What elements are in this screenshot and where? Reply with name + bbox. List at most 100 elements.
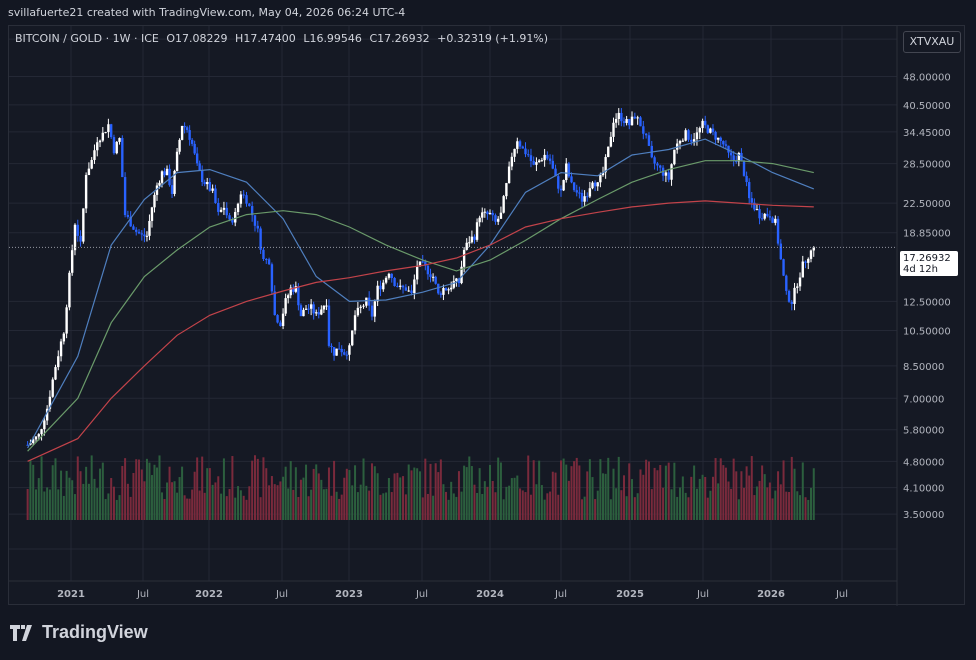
x-tick-label: 2026 (757, 589, 785, 600)
volume-bar (299, 479, 302, 520)
volume-bar (810, 487, 813, 520)
candle-body (452, 281, 455, 288)
volume-bar (560, 460, 562, 520)
volume-bar (604, 473, 607, 520)
candle-body (353, 315, 357, 331)
candle-body (348, 345, 351, 355)
volume-bar (510, 478, 513, 520)
volume-bar (168, 466, 171, 520)
candle-body (429, 274, 432, 277)
volume-bar (245, 499, 248, 520)
candle-body (442, 288, 445, 295)
y-tick-label: 22.50000 (903, 199, 951, 210)
volume-bar (173, 481, 176, 520)
candle-body (57, 356, 60, 368)
candle-body (234, 212, 237, 223)
candle-body (115, 141, 118, 154)
volume-bar (719, 458, 722, 520)
volume-bar (804, 497, 807, 520)
volume-bar (763, 474, 766, 520)
volume-bar (470, 466, 473, 520)
volume-bar (679, 487, 682, 520)
volume-bar (129, 496, 132, 520)
volume-bar (743, 487, 746, 520)
candle-body (173, 170, 176, 194)
volume-bar (90, 455, 93, 520)
candle-body (727, 145, 730, 153)
candle-body (327, 305, 331, 346)
candle-body (384, 277, 388, 283)
candle-body (502, 196, 505, 213)
tradingview-logo[interactable]: TradingView (10, 622, 148, 643)
candle-body (546, 154, 549, 159)
candle-body (698, 128, 701, 133)
volume-bar (543, 499, 546, 520)
candle-body (614, 118, 618, 123)
candle-body (155, 185, 159, 195)
candle-body (483, 211, 487, 213)
candle-body (807, 258, 810, 263)
volume-bar (354, 465, 357, 520)
volume-bar (774, 490, 777, 520)
candle-body (219, 209, 223, 212)
volume-bar (735, 471, 738, 520)
candle-body (123, 177, 127, 216)
volume-bar (32, 464, 35, 520)
volume-bar (667, 462, 670, 520)
candle-body (62, 333, 66, 342)
volume-bar (656, 470, 659, 520)
candle-body (150, 207, 154, 221)
candle-body (524, 148, 527, 155)
volume-bar (445, 491, 448, 520)
volume-bar (196, 457, 199, 520)
chart-frame[interactable]: 60.0000048.0000040.5000034.4500028.50000… (8, 25, 966, 606)
moving-average-green (27, 160, 814, 452)
candle-body (51, 379, 54, 397)
price-chart[interactable]: 60.0000048.0000040.5000034.4500028.50000… (9, 26, 966, 606)
candle-body (607, 146, 610, 158)
volume-bar (429, 463, 432, 520)
x-tick-label: Jul (136, 589, 149, 600)
candle-body (521, 146, 524, 149)
volume-bar (750, 456, 753, 520)
candle-body (286, 295, 290, 299)
volume-bar (540, 485, 543, 520)
candle-body (248, 203, 251, 207)
volume-bar (365, 485, 368, 520)
candle-body (591, 182, 594, 189)
candle-body (510, 156, 514, 167)
candle-body (583, 196, 586, 202)
candle-body (719, 137, 722, 142)
legend-change: +0.32319 (+1.91%) (437, 32, 549, 45)
volume-bar (557, 494, 560, 520)
candle-body (507, 166, 511, 184)
volume-bar (609, 499, 612, 520)
volume-bar (188, 498, 191, 520)
candle-body (622, 121, 626, 123)
volume-bar (191, 489, 194, 520)
volume-bar (788, 491, 791, 520)
y-tick-label: 40.50000 (903, 101, 951, 112)
candle-body (617, 112, 620, 119)
volume-bar (73, 494, 76, 520)
candle-body (468, 242, 471, 244)
x-tick-label: 2021 (57, 589, 85, 600)
volume-bar (758, 480, 761, 520)
candle-body (644, 133, 648, 136)
volume-bar (516, 475, 519, 520)
candle-body (755, 209, 759, 211)
candle-body (190, 139, 194, 144)
candle-body (178, 139, 181, 152)
volume-bar (305, 464, 308, 520)
legend-open: O17.08229 (166, 32, 228, 45)
symbol-badge[interactable]: XTVXAU (903, 31, 961, 53)
candle-body (424, 261, 427, 266)
candle-body (332, 347, 336, 356)
candle-body (690, 139, 693, 142)
candle-body (518, 141, 522, 147)
candle-body (801, 261, 804, 278)
candle-body (273, 291, 276, 316)
volume-bar (450, 481, 453, 520)
candle-body (740, 152, 743, 162)
volume-bar (573, 461, 576, 520)
